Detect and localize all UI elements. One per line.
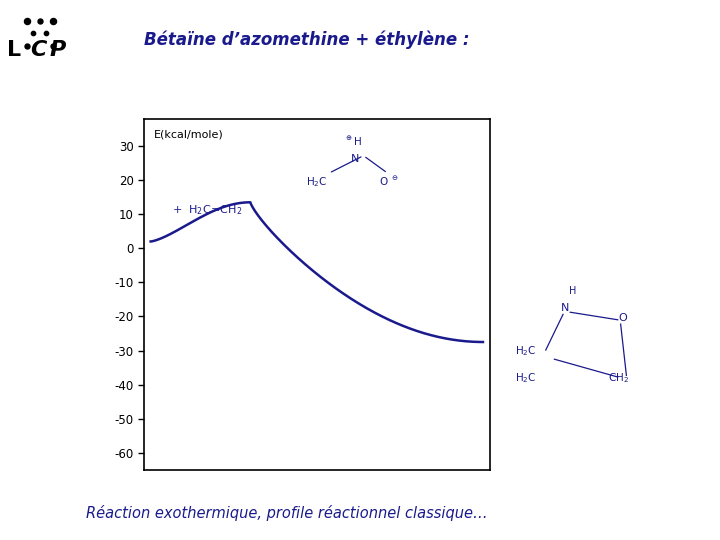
Text: H: H [569, 286, 576, 296]
Text: CH$_2$: CH$_2$ [608, 371, 629, 384]
Text: E(kcal/mole): E(kcal/mole) [154, 130, 224, 139]
Text: N: N [561, 302, 570, 313]
Text: P: P [49, 40, 66, 60]
Text: $^\oplus$H: $^\oplus$H [344, 134, 362, 148]
Text: H$_2$C: H$_2$C [515, 371, 536, 384]
Text: $+$  H$_2$C$\!=\!$CH$_2$: $+$ H$_2$C$\!=\!$CH$_2$ [171, 204, 242, 218]
Text: Réaction exothermique, profile réactionnel classique…: Réaction exothermique, profile réactionn… [86, 505, 488, 522]
Text: H$_2$C: H$_2$C [515, 344, 536, 357]
Text: Bétaïne d’azomethine + éthylène :: Bétaïne d’azomethine + éthylène : [144, 30, 469, 49]
Text: N: N [351, 154, 360, 164]
Text: O: O [618, 313, 627, 323]
Text: H$_2$C: H$_2$C [307, 175, 328, 189]
Text: O $^\ominus$: O $^\ominus$ [379, 175, 400, 188]
Text: C: C [30, 40, 46, 60]
Text: L: L [7, 40, 22, 60]
